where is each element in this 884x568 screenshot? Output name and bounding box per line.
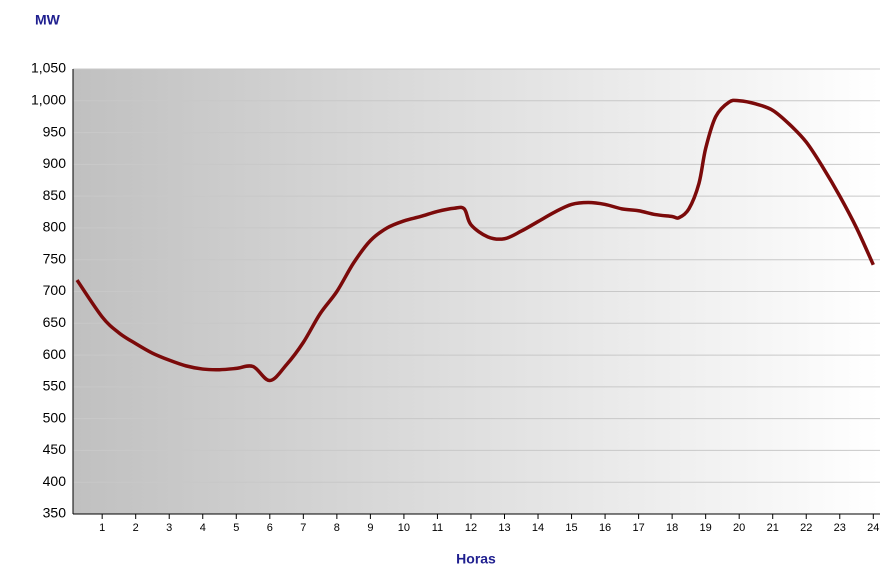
x-tick-label: 21 (767, 522, 779, 534)
x-tick-label: 3 (166, 522, 172, 534)
x-tick-label: 22 (800, 522, 812, 534)
y-tick-label: 650 (43, 314, 67, 330)
y-tick-label: 500 (43, 409, 67, 425)
x-tick-label: 2 (133, 522, 139, 534)
x-tick-label: 13 (498, 522, 510, 534)
x-tick-label: 4 (200, 522, 206, 534)
x-tick-label: 12 (465, 522, 477, 534)
x-tick-label: 20 (733, 522, 745, 534)
y-tick-label: 750 (43, 250, 67, 266)
x-tick-label: 23 (834, 522, 846, 534)
y-tick-label: 950 (43, 123, 67, 139)
x-tick-label: 7 (300, 522, 306, 534)
x-tick-label: 11 (432, 522, 443, 534)
y-tick-label: 1,000 (31, 91, 66, 107)
y-tick-label: 450 (43, 441, 67, 457)
y-tick-label: 400 (43, 473, 67, 489)
x-tick-label: 14 (532, 522, 544, 534)
line-series (75, 98, 875, 383)
x-axis-title: Horas (456, 551, 496, 567)
y-tick-label: 800 (43, 219, 67, 235)
y-tick-label: 850 (43, 187, 67, 203)
x-tick-label: 9 (367, 522, 373, 534)
x-tick-label: 10 (398, 522, 410, 534)
y-tick-label: 900 (43, 155, 67, 171)
x-tick-label: 5 (233, 522, 239, 534)
x-tick-label: 19 (700, 522, 712, 534)
x-tick-label: 8 (334, 522, 340, 534)
x-tick-label: 16 (599, 522, 611, 534)
x-tick-label: 15 (565, 522, 577, 534)
y-tick-label: 600 (43, 346, 67, 362)
x-tick-label: 1 (99, 522, 105, 534)
y-axis-title: MW (35, 12, 61, 28)
y-tick-label: 700 (43, 282, 67, 298)
x-tick-label: 17 (632, 522, 644, 534)
y-tick-label: 550 (43, 378, 67, 394)
y-tick-label: 1,050 (31, 60, 66, 76)
x-tick-label: 6 (267, 522, 273, 534)
x-tick-label: 24 (867, 522, 879, 534)
y-tick-label: 350 (43, 505, 67, 521)
x-tick-label: 18 (666, 522, 678, 534)
